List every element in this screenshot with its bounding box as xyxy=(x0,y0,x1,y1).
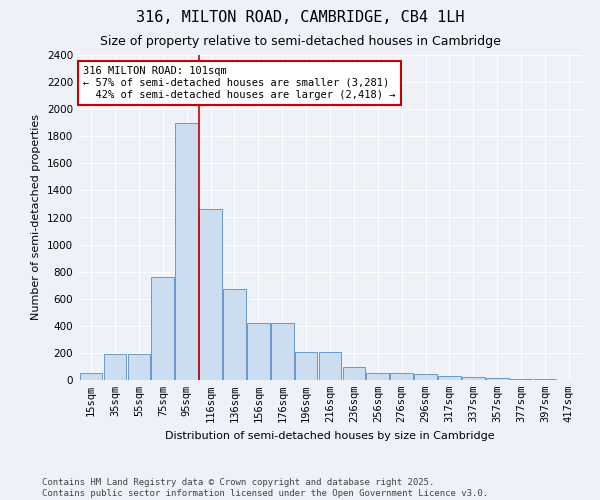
Bar xyxy=(271,323,293,380)
Bar xyxy=(343,367,365,380)
Bar xyxy=(391,373,413,380)
X-axis label: Distribution of semi-detached houses by size in Cambridge: Distribution of semi-detached houses by … xyxy=(165,430,495,440)
Bar xyxy=(80,373,103,380)
Bar xyxy=(295,352,317,380)
Bar xyxy=(247,323,269,380)
Text: Contains HM Land Registry data © Crown copyright and database right 2025.
Contai: Contains HM Land Registry data © Crown c… xyxy=(42,478,488,498)
Bar xyxy=(104,354,127,380)
Bar xyxy=(486,378,509,380)
Bar xyxy=(510,379,532,380)
Bar xyxy=(414,374,437,380)
Text: 316 MILTON ROAD: 101sqm
← 57% of semi-detached houses are smaller (3,281)
  42% : 316 MILTON ROAD: 101sqm ← 57% of semi-de… xyxy=(83,66,395,100)
Bar xyxy=(175,122,198,380)
Bar xyxy=(367,372,389,380)
Bar xyxy=(199,210,222,380)
Text: Size of property relative to semi-detached houses in Cambridge: Size of property relative to semi-detach… xyxy=(100,35,500,48)
Bar xyxy=(128,354,150,380)
Y-axis label: Number of semi-detached properties: Number of semi-detached properties xyxy=(31,114,41,320)
Bar xyxy=(462,376,485,380)
Text: 316, MILTON ROAD, CAMBRIDGE, CB4 1LH: 316, MILTON ROAD, CAMBRIDGE, CB4 1LH xyxy=(136,10,464,25)
Bar xyxy=(151,277,174,380)
Bar xyxy=(438,376,461,380)
Bar xyxy=(319,352,341,380)
Bar xyxy=(223,290,246,380)
